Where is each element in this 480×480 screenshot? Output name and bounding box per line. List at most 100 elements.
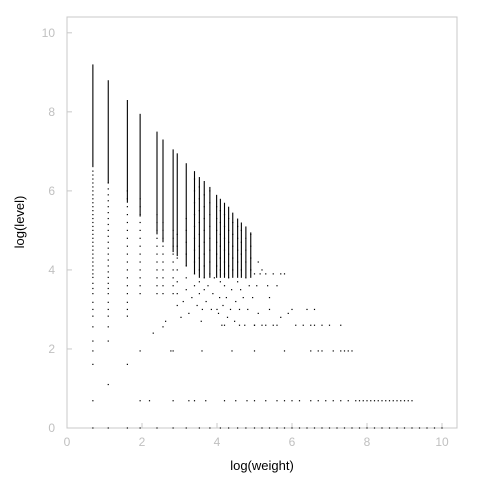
data-point (92, 427, 94, 429)
data-point (107, 265, 109, 267)
data-point (310, 350, 312, 352)
data-point (216, 217, 218, 220)
data-point (246, 400, 248, 402)
data-point (280, 273, 282, 275)
data-point (126, 206, 128, 208)
data-point (162, 261, 164, 263)
data-point (225, 296, 227, 299)
data-point (176, 281, 178, 283)
data-point (92, 282, 94, 284)
data-point (198, 221, 200, 224)
data-point (217, 312, 220, 314)
data-point (92, 245, 94, 247)
data-point (200, 320, 202, 322)
data-point (267, 285, 269, 287)
data-point (107, 271, 109, 273)
data-point (92, 273, 94, 275)
data-point (92, 213, 94, 216)
data-point (92, 253, 94, 255)
data-point (139, 269, 141, 271)
data-point (172, 293, 174, 295)
data-point (219, 281, 221, 283)
data-point (313, 308, 316, 311)
data-point (107, 259, 109, 261)
data-point (193, 190, 196, 192)
data-point (222, 304, 224, 307)
data-point (381, 400, 383, 402)
data-point (139, 245, 141, 247)
data-point (92, 194, 94, 196)
data-point (343, 427, 346, 429)
data-point (107, 427, 109, 429)
data-point (226, 316, 229, 318)
data-point (219, 257, 221, 259)
data-point (162, 245, 164, 247)
data-point (291, 400, 293, 402)
data-point (139, 253, 141, 255)
data-point (343, 350, 346, 352)
data-point (139, 350, 141, 352)
data-point (176, 304, 178, 307)
data-point (188, 400, 190, 402)
data-point (156, 229, 158, 232)
data-point (340, 400, 342, 402)
data-point (107, 276, 109, 279)
data-point (139, 221, 141, 224)
data-point (213, 277, 215, 279)
data-point (219, 296, 221, 299)
data-point (92, 257, 94, 259)
data-point (223, 213, 226, 216)
data-point (198, 281, 200, 283)
data-point (426, 427, 428, 429)
data-point (229, 308, 232, 311)
data-point (139, 261, 141, 263)
data-point (176, 233, 178, 235)
data-point (92, 287, 94, 290)
data-point (126, 190, 128, 192)
data-point (92, 233, 94, 235)
data-point (253, 324, 256, 326)
data-point (347, 350, 349, 352)
data-point (441, 427, 443, 429)
data-point (219, 233, 221, 235)
data-point (209, 202, 211, 204)
data-point (156, 253, 158, 255)
data-point (228, 253, 230, 255)
data-point (370, 400, 372, 402)
data-point (317, 400, 319, 402)
data-point (223, 249, 226, 251)
data-point (107, 340, 109, 342)
data-point (107, 241, 109, 243)
data-point (261, 427, 263, 429)
data-point (193, 213, 196, 216)
data-point (240, 229, 242, 232)
data-point (280, 316, 282, 318)
tick-labels: 0 2 4 6 8 10 0 2 4 6 8 10 (42, 26, 449, 449)
data-point (92, 202, 94, 204)
data-point (107, 315, 109, 317)
data-point (196, 304, 198, 307)
data-point (162, 277, 164, 279)
data-point (295, 324, 297, 326)
data-point (193, 273, 196, 275)
data-point (185, 217, 187, 220)
data-point (92, 174, 94, 176)
data-point (201, 308, 203, 311)
data-point (235, 300, 237, 303)
data-point (392, 400, 394, 402)
data-point (193, 237, 196, 239)
data-point (185, 289, 187, 291)
data-point (385, 400, 387, 402)
data-point (209, 237, 211, 239)
data-point (253, 400, 256, 402)
data-point (283, 400, 286, 402)
data-point (107, 383, 109, 386)
data-point (306, 427, 308, 429)
data-point (302, 324, 304, 326)
data-point (407, 400, 409, 402)
data-point (92, 241, 94, 243)
data-point (107, 326, 109, 328)
data-point (193, 178, 196, 180)
data-point (373, 427, 376, 429)
